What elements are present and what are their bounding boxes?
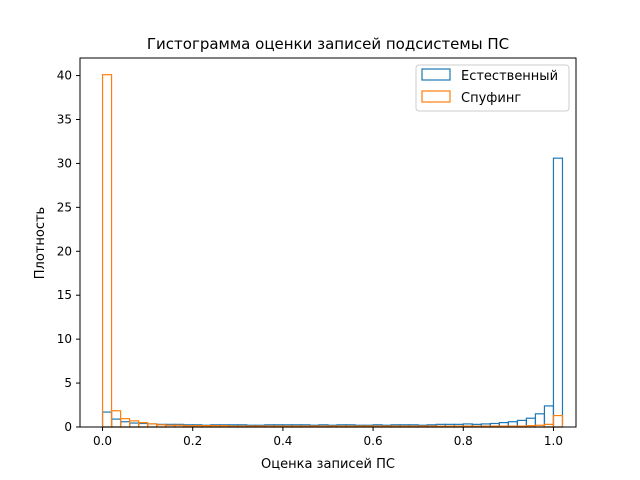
legend-box: [415, 64, 570, 112]
x-tick-label: 0.4: [273, 434, 292, 448]
y-tick-label: 15: [57, 288, 72, 302]
x-tick-label: 0.6: [364, 434, 383, 448]
y-tick-label: 30: [57, 156, 72, 170]
y-tick-label: 25: [57, 200, 72, 214]
x-tick-label: 0.0: [93, 434, 112, 448]
x-tick-label: 1.0: [544, 434, 563, 448]
legend: Естественный Спуфинг: [415, 64, 570, 112]
x-tick-label: 0.8: [454, 434, 473, 448]
y-axis-label: Плотность: [33, 207, 48, 279]
legend-swatch-natural: [421, 68, 451, 81]
y-tick-label: 10: [57, 332, 72, 346]
y-tick-label: 5: [64, 376, 72, 390]
axes-frame: [79, 57, 577, 428]
chart-title: Гистограмма оценки записей подсистемы ПС: [147, 35, 509, 53]
legend-label-spoofing: Спуфинг: [461, 91, 521, 106]
y-tick-label: 40: [57, 69, 72, 83]
y-tick-label: 0: [64, 420, 72, 434]
x-axis: 0.0 0.2 0.4 0.6 0.8 1.0: [93, 427, 563, 448]
x-axis-label: Оценка записей ПС: [261, 457, 395, 472]
y-tick-label: 35: [57, 113, 72, 127]
y-axis: 0 5 10 15 20 25 30 35 40: [57, 69, 80, 434]
legend-swatch-spoofing: [421, 90, 451, 103]
y-tick-label: 20: [57, 244, 72, 258]
x-tick-label: 0.2: [183, 434, 202, 448]
legend-label-natural: Естественный: [461, 69, 558, 84]
